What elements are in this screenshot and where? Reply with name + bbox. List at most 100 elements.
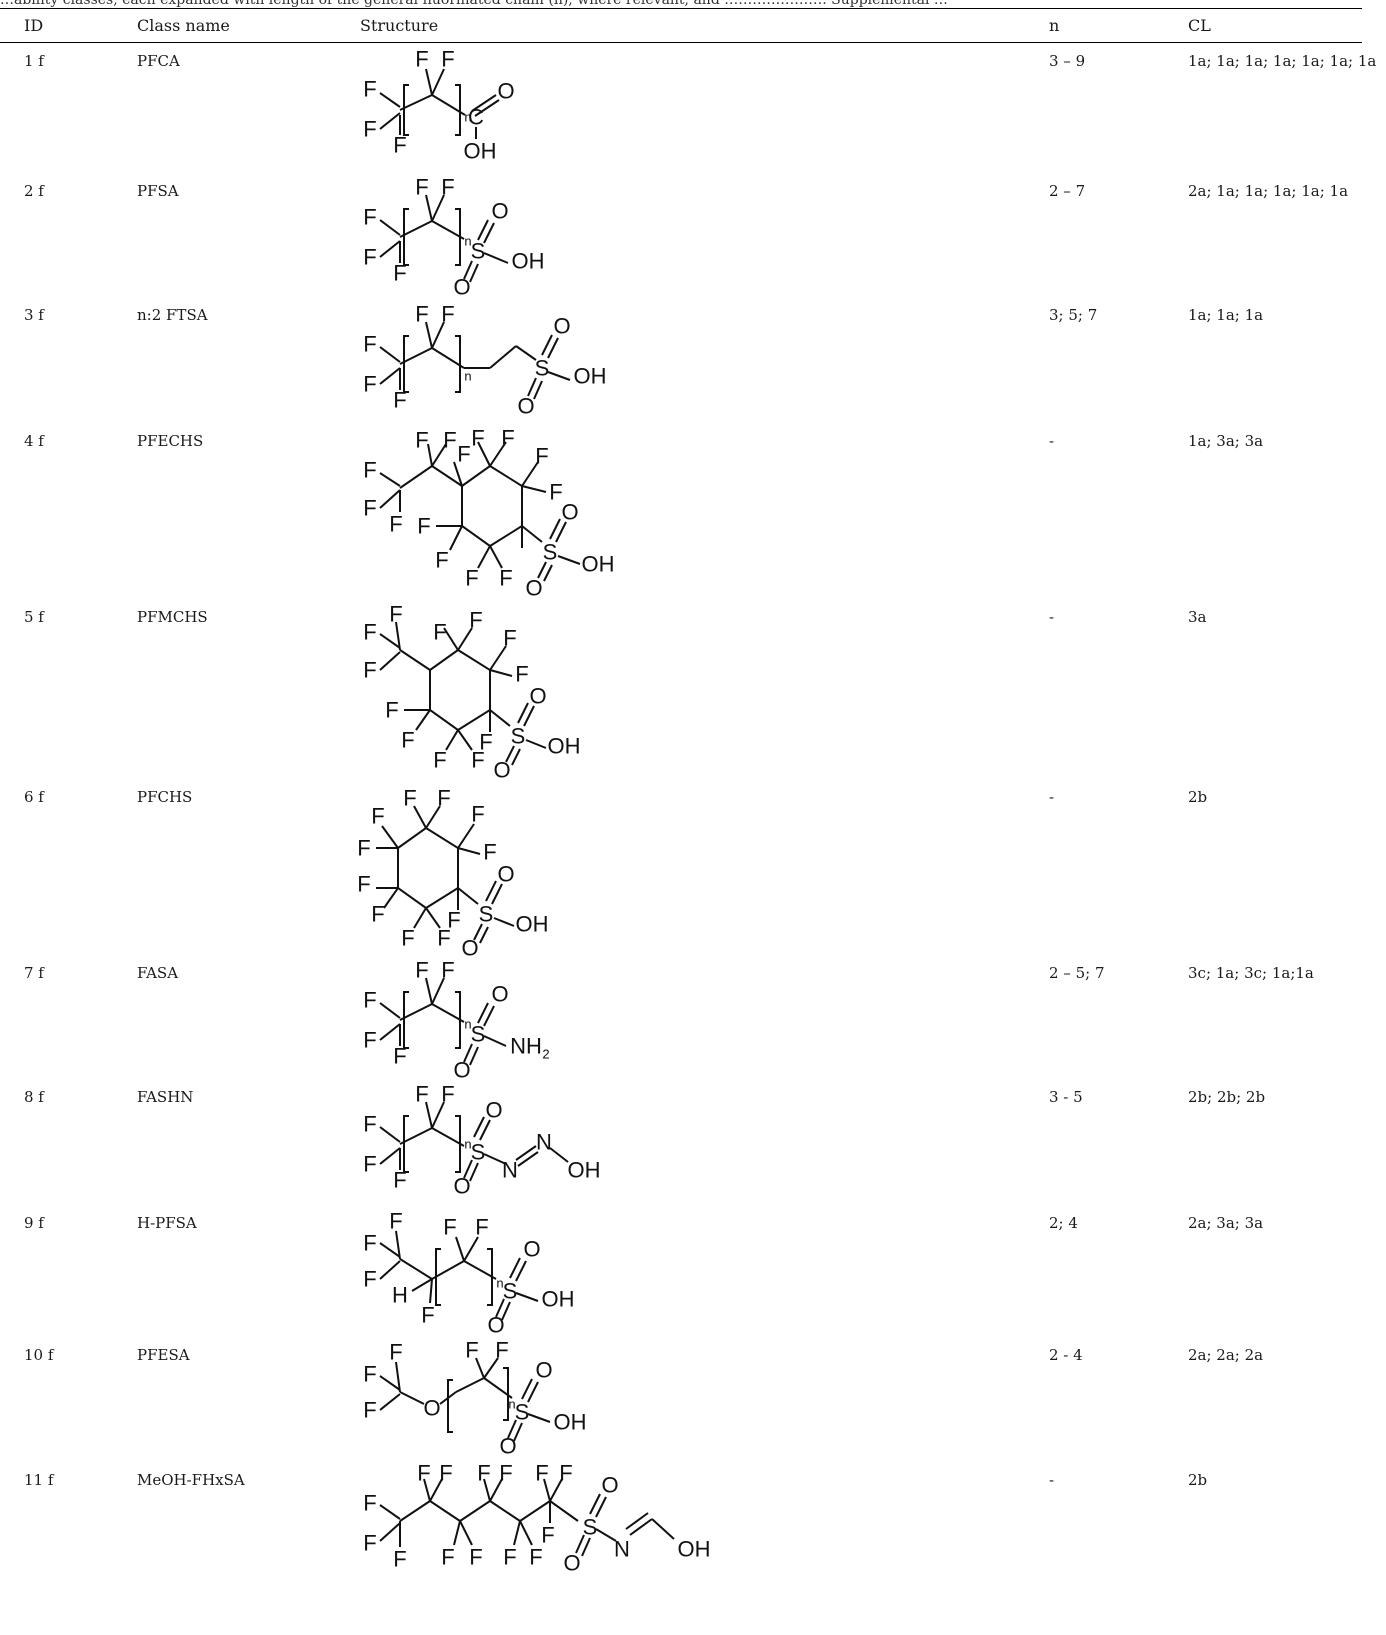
atom-o: O <box>493 758 510 783</box>
subscript-n: n <box>464 110 471 125</box>
atom-f: F <box>415 47 428 72</box>
structure-fashn: F F F F F n S O O N N OH <box>363 1082 601 1199</box>
row-class-name: PFECHS <box>137 432 204 450</box>
structure-pfmchs: F F F F F F F F F F F F S O O OH <box>363 602 581 783</box>
atom-f: F <box>433 748 446 773</box>
row-class-name: MeOH-FHxSA <box>137 1471 245 1489</box>
row-id: 3 f <box>24 306 44 324</box>
atom-c: C <box>468 105 484 130</box>
atom-oh: OH <box>574 364 607 389</box>
row-n: - <box>1049 608 1055 626</box>
row-id: 2 f <box>24 182 44 200</box>
row-class-name: PFCHS <box>137 788 193 806</box>
row-id: 4 f <box>24 432 44 450</box>
row-id: 7 f <box>24 964 44 982</box>
structure-pfca: F F F F F n C O OH <box>363 47 514 164</box>
atom-f: F <box>417 1461 430 1486</box>
atom-f: F <box>443 1215 456 1240</box>
atom-f: F <box>441 958 454 983</box>
atom-f: F <box>475 1215 488 1240</box>
atom-f: F <box>363 1362 376 1387</box>
row-n: 2; 4 <box>1049 1214 1078 1232</box>
header-class-name: Class name <box>137 16 230 35</box>
atom-f: F <box>357 872 370 897</box>
table-top-rule <box>0 8 1362 9</box>
atom-oh: OH <box>548 734 581 759</box>
atom-o: O <box>453 1058 470 1083</box>
subscript-n: n <box>508 1397 515 1412</box>
header-id: ID <box>24 16 44 35</box>
atom-f: F <box>477 1461 490 1486</box>
atom-f: F <box>371 804 384 829</box>
atom-s: S <box>511 724 526 749</box>
atom-f: F <box>457 442 470 467</box>
atom-o: O <box>497 79 514 104</box>
atom-f: F <box>401 926 414 951</box>
row-cl: 1a; 1a; 1a; 1a; 1a; 1a; 1a <box>1188 52 1377 70</box>
atom-f: F <box>363 372 376 397</box>
atom-h: H <box>392 1283 408 1308</box>
atom-f: F <box>441 302 454 327</box>
atom-f: F <box>363 1231 376 1256</box>
atom-f: F <box>515 662 528 687</box>
row-id: 10 f <box>24 1346 54 1364</box>
atom-f: F <box>559 1461 572 1486</box>
structure-pfsa: F F F F F n S O O OH <box>363 175 544 300</box>
atom-f: F <box>421 1303 434 1328</box>
atom-f: F <box>469 608 482 633</box>
atom-o: O <box>553 314 570 339</box>
subscript-n: n <box>496 1276 503 1291</box>
row-cl: 2b <box>1188 788 1208 806</box>
row-id: 9 f <box>24 1214 44 1232</box>
atom-o: O <box>535 1358 552 1383</box>
row-n: 3 – 9 <box>1049 52 1086 70</box>
atom-f: F <box>403 786 416 811</box>
row-n: - <box>1049 788 1055 806</box>
atom-o: O <box>423 1396 440 1421</box>
atom-f: F <box>363 205 376 230</box>
atom-f: F <box>549 480 562 505</box>
row-cl: 2a; 2a; 2a <box>1188 1346 1264 1364</box>
atom-f: F <box>363 1398 376 1423</box>
atom-f: F <box>503 1545 516 1570</box>
atom-o: O <box>523 1237 540 1262</box>
atom-f: F <box>389 1340 402 1365</box>
atom-f: F <box>363 658 376 683</box>
atom-f: F <box>503 626 516 651</box>
atom-f: F <box>447 908 460 933</box>
structure-fasa: F F F F F n S O O NH 2 <box>363 958 549 1083</box>
row-cl: 1a; 1a; 1a <box>1188 306 1264 324</box>
atom-f: F <box>471 802 484 827</box>
atom-f: F <box>441 47 454 72</box>
atom-oh: OH <box>582 552 615 577</box>
atom-f: F <box>479 730 492 755</box>
atom-s: S <box>503 1279 518 1304</box>
atom-f: F <box>415 175 428 200</box>
atom-f: F <box>385 698 398 723</box>
atom-o: O <box>453 1174 470 1199</box>
structure-pfchs: F F F F F F F F F F F S O O OH <box>357 786 548 961</box>
row-id: 6 f <box>24 788 44 806</box>
structure-meoh-fhxsa: F F F F F F F F F F F F F F S O O N OH <box>363 1461 710 1576</box>
atom-o: O <box>517 394 534 419</box>
atom-f: F <box>417 514 430 539</box>
atom-f: F <box>363 496 376 521</box>
atom-f: F <box>363 117 376 142</box>
row-n: - <box>1049 432 1055 450</box>
atom-f: F <box>363 1267 376 1292</box>
atom-f: F <box>363 77 376 102</box>
subscript-n: n <box>464 369 471 384</box>
row-n: 3 - 5 <box>1049 1088 1083 1106</box>
atom-o: O <box>491 199 508 224</box>
atom-f: F <box>433 620 446 645</box>
row-n: 3; 5; 7 <box>1049 306 1098 324</box>
atom-s: S <box>583 1515 598 1540</box>
atom-f: F <box>535 444 548 469</box>
atom-oh: OH <box>568 1158 601 1183</box>
atom-f: F <box>393 1044 406 1069</box>
row-cl: 1a; 3a; 3a <box>1188 432 1264 450</box>
atom-f: F <box>541 1523 554 1548</box>
atom-f: F <box>495 1338 508 1363</box>
atom-o: O <box>529 684 546 709</box>
atom-f: F <box>415 1082 428 1107</box>
